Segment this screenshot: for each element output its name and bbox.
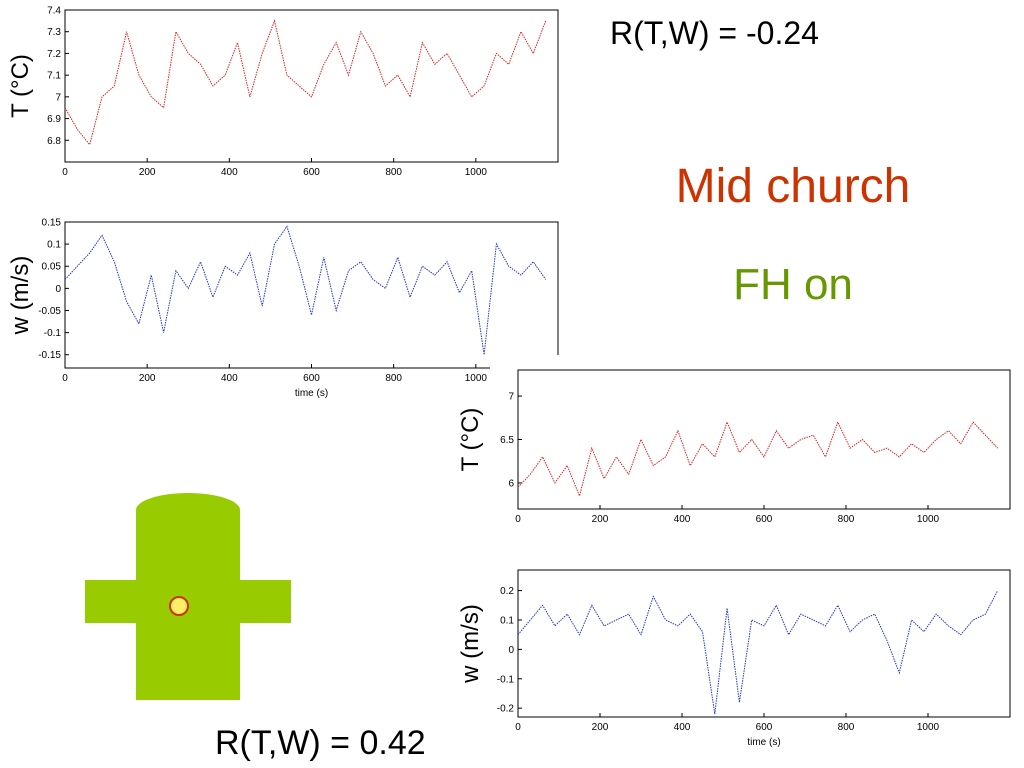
y-tick-label: 0.1 <box>500 615 514 626</box>
x-tick-label: 800 <box>385 373 402 384</box>
y-axis-label: w (m/s) <box>457 604 484 684</box>
y-tick-label: 7.3 <box>47 27 61 38</box>
x-tick-label: 800 <box>385 167 402 178</box>
y-tick-label: -0.2 <box>497 704 515 715</box>
x-tick-label: 0 <box>62 373 68 384</box>
x-tick-label: 200 <box>592 722 609 733</box>
x-tick-label: 1000 <box>465 373 488 384</box>
x-tick-label: 200 <box>139 373 156 384</box>
y-tick-label: 7.1 <box>47 71 61 82</box>
x-tick-label: 1000 <box>917 514 940 525</box>
y-tick-label: 0.2 <box>500 586 514 597</box>
plot-area <box>64 221 559 369</box>
y-tick-label: -0.15 <box>38 350 61 361</box>
y-tick-label: -0.1 <box>497 674 515 685</box>
y-axis-label: T (°C) <box>7 54 34 118</box>
y-tick-label: 0.1 <box>47 240 61 251</box>
y-axis-label: w (m/s) <box>7 256 34 336</box>
condition-label: FH on <box>733 260 853 309</box>
x-tick-label: 800 <box>838 722 855 733</box>
chart-panel: 0 200 400 600 800 1000 6 6.5 7 T (°C) <box>457 355 1024 530</box>
x-tick-label: 1000 <box>917 722 940 733</box>
y-axis-label: T (°C) <box>457 408 484 472</box>
x-tick-label: 600 <box>303 167 320 178</box>
x-tick-label: 200 <box>139 167 156 178</box>
x-tick-label: 600 <box>303 373 320 384</box>
x-tick-label: 400 <box>221 373 238 384</box>
y-tick-label: 6.5 <box>500 435 514 446</box>
plot-area <box>517 569 1011 718</box>
x-tick-label: 600 <box>756 722 773 733</box>
x-tick-label: 400 <box>674 514 691 525</box>
y-tick-label: 7.2 <box>47 49 61 60</box>
x-tick-label: 400 <box>674 722 691 733</box>
church-transept <box>85 580 291 623</box>
x-tick-label: 1000 <box>465 167 488 178</box>
y-tick-label: 7 <box>55 92 61 103</box>
y-tick-label: -0.05 <box>38 306 61 317</box>
x-axis-label: time (s) <box>295 388 328 399</box>
x-tick-label: 600 <box>756 514 773 525</box>
y-tick-label: 0 <box>508 645 514 656</box>
x-tick-label: 200 <box>592 514 609 525</box>
church-plan <box>85 493 291 700</box>
y-tick-label: -0.1 <box>44 328 62 339</box>
y-tick-label: 0 <box>55 284 61 295</box>
y-tick-label: 6 <box>508 478 514 489</box>
y-tick-label: 0.05 <box>42 262 62 273</box>
y-tick-label: 7.4 <box>47 6 61 17</box>
x-axis-label: time (s) <box>747 737 780 748</box>
chart-panel: 0 200 400 600 800 1000 6.8 6.9 7 7.1 7.2 7.3 7.4 T (°… <box>7 6 559 178</box>
y-tick-label: 7 <box>508 392 514 403</box>
x-tick-label: 0 <box>515 722 521 733</box>
sensor-location <box>169 596 189 616</box>
top-correlation: R(T,W) = -0.24 <box>610 15 819 51</box>
x-tick-label: 0 <box>515 514 521 525</box>
chart-panel: 0 200 400 600 800 1000 -0.2 -0.1 0 0.1 0.2 w (m/s) t… <box>457 569 1011 748</box>
y-tick-label: 0.15 <box>42 218 62 229</box>
plot-area <box>517 369 1011 510</box>
data-line <box>64 19 547 146</box>
x-tick-label: 0 <box>62 167 68 178</box>
data-line <box>517 590 999 715</box>
chart-panel: 0 200 400 600 800 1000 -0.15 -0.1 -0.05 0 0.05 0.1 0… <box>7 218 559 399</box>
x-tick-label: 800 <box>838 514 855 525</box>
location-label: Mid church <box>676 160 911 213</box>
data-line <box>517 420 999 498</box>
y-tick-label: 6.9 <box>47 114 61 125</box>
y-tick-label: 6.8 <box>47 136 61 147</box>
x-tick-label: 400 <box>221 167 238 178</box>
bottom-correlation: R(T,W) = 0.42 <box>215 724 426 762</box>
plot-area <box>64 9 559 163</box>
